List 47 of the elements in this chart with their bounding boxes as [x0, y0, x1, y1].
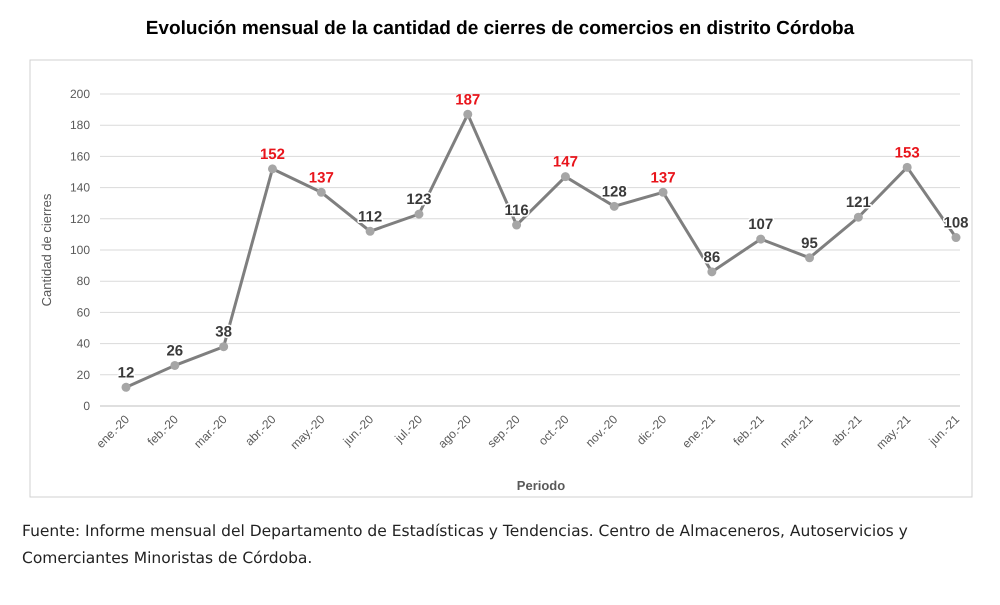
data-label: 95	[801, 234, 818, 252]
point	[756, 234, 766, 244]
point	[805, 253, 814, 262]
annotation: 137	[650, 169, 676, 186]
x-axis-title: Periodo	[516, 478, 566, 493]
point	[316, 188, 326, 197]
y-tick-label: 160	[70, 149, 90, 164]
data-label: 107	[748, 216, 774, 234]
point	[512, 220, 522, 230]
annotation: 187	[455, 91, 480, 108]
y-tick-label: 80	[76, 274, 90, 288]
y-tick-label: 60	[76, 305, 90, 320]
annotation: 153	[894, 144, 920, 162]
point	[610, 202, 619, 211]
point	[560, 172, 570, 182]
point	[902, 162, 912, 172]
y-tick-label: 140	[70, 180, 90, 195]
y-axis-title: Cantidad de cierres	[39, 193, 54, 306]
point	[366, 226, 375, 236]
data-label: 86	[704, 248, 720, 266]
y-tick-label: 40	[76, 336, 90, 351]
y-tick-label: 100	[70, 243, 90, 257]
data-label: 12	[118, 364, 134, 382]
y-tick-label: 180	[70, 118, 90, 132]
y-tick-label: 120	[70, 212, 90, 226]
point	[707, 267, 716, 276]
point	[170, 360, 180, 370]
data-label: 26	[166, 342, 184, 360]
point	[268, 164, 277, 174]
data-label: 121	[846, 194, 871, 212]
point	[463, 110, 472, 119]
chart-title: Evolución mensual de la cantidad de cierres de comercios en distrito Córdoba	[146, 18, 855, 39]
point	[658, 188, 668, 197]
point	[219, 342, 228, 352]
y-tick-label: 20	[76, 368, 90, 382]
source-note: Fuente: Informe mensual del Departamento de Estadísticas y Tendencias. Centro de Almaceneros, Autoservicios y Comerciantes Minoristas de Córdoba.	[22, 521, 909, 569]
annotation: 147	[552, 154, 578, 171]
y-tick-label: 200	[70, 87, 90, 101]
point	[952, 233, 960, 242]
point	[414, 210, 424, 219]
data-label: 112	[358, 208, 382, 226]
y-tick-label: 0	[83, 399, 90, 413]
point	[122, 382, 130, 392]
point	[854, 212, 863, 222]
annotation: 137	[308, 169, 334, 186]
annotation: 152	[260, 146, 285, 163]
data-label: 128	[602, 183, 627, 200]
